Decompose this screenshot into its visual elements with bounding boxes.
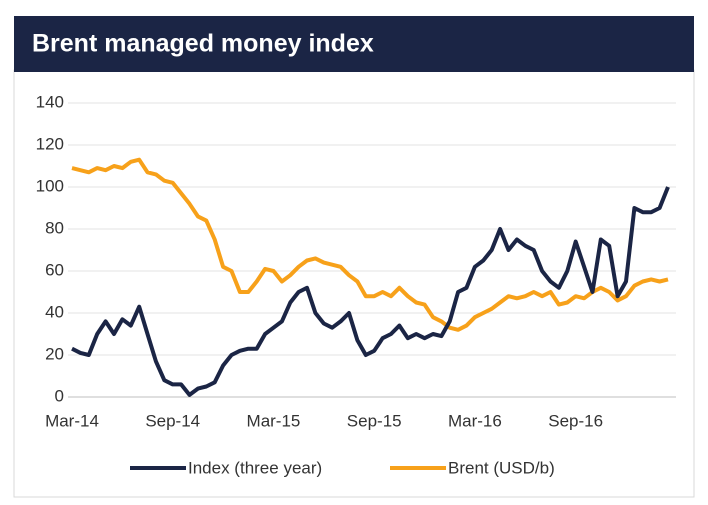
x-tick-label: Sep-16 [548, 411, 603, 430]
title-bar [14, 16, 694, 72]
y-tick-label: 60 [45, 260, 64, 279]
y-tick-label: 20 [45, 344, 64, 363]
x-tick-label: Mar-15 [247, 411, 301, 430]
chart-frame [13, 69, 695, 498]
x-tick-label: Mar-16 [448, 411, 502, 430]
y-tick-label: 100 [36, 176, 64, 195]
y-tick-label: 0 [55, 386, 64, 405]
x-tick-label: Sep-15 [347, 411, 402, 430]
x-tick-label: Mar-14 [45, 411, 99, 430]
y-tick-label: 120 [36, 134, 64, 153]
legend-label: Brent (USD/b) [448, 458, 555, 477]
y-tick-label: 40 [45, 302, 64, 321]
series-line [71, 186, 670, 397]
legend-label: Index (three year) [188, 458, 322, 477]
y-tick-label: 80 [45, 218, 64, 237]
y-tick-label: 140 [36, 92, 64, 111]
series-line [71, 157, 669, 332]
chart-title: Brent managed money index [32, 30, 374, 58]
x-tick-label: Sep-14 [145, 411, 200, 430]
